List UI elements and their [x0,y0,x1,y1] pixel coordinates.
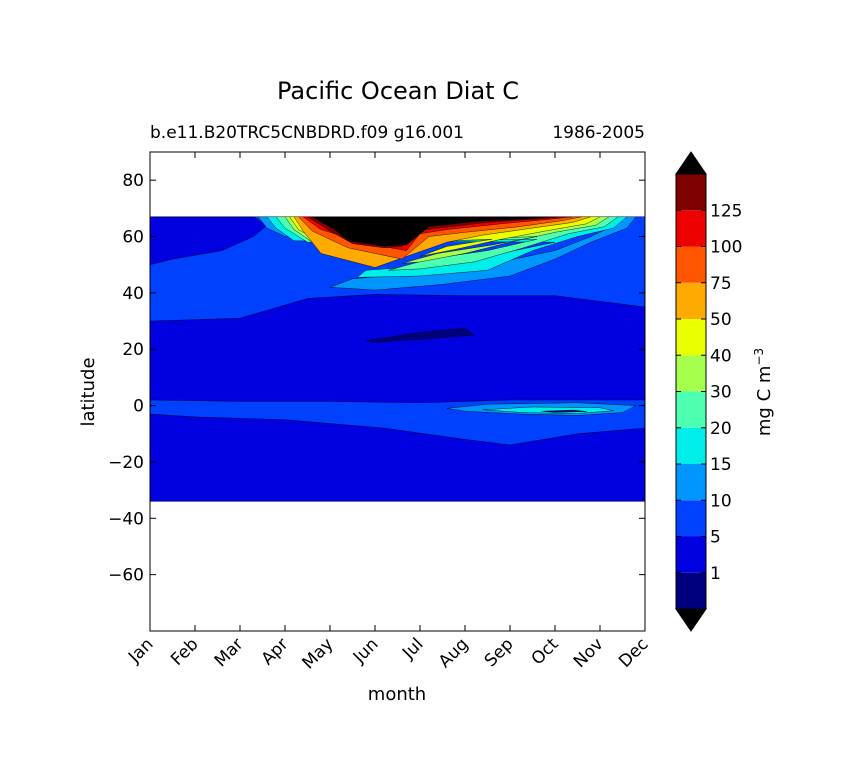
plot-frame [149,151,646,632]
x-tick-label: Nov [570,634,608,672]
x-tick-label: Feb [167,634,202,669]
colorbar-segment [676,319,706,356]
y-axis-label: latitude [78,357,99,426]
y-tick-label: 0 [133,397,144,417]
colorbar-tick-label: 100 [710,238,742,258]
colorbar-segment [676,210,706,247]
colorbar-tick-label: 5 [710,528,721,548]
x-tick-label: Jul [398,634,427,663]
x-tick-label: Sep [481,634,518,671]
x-tick-label: Dec [615,634,652,671]
plot-area [149,151,646,632]
y-tick-label: 60 [122,228,144,248]
x-tick-label: Aug [435,634,473,672]
colorbar-segment [676,536,706,573]
colorbar-tick-label: 20 [710,419,732,439]
colorbar-tick-label: 40 [710,346,732,366]
y-tick-label: 20 [122,340,144,360]
y-tick-label: −20 [108,453,144,473]
colorbar-segment [676,355,706,392]
colorbar-tick-label: 1 [710,564,721,584]
colorbar-segment [676,174,706,211]
y-tick-label: −40 [108,509,144,529]
x-tick-label: Jun [349,634,383,668]
contour-band-over-north [311,216,556,247]
colorbar-segment [676,282,706,319]
x-tick-label: Apr [258,634,293,669]
y-tick-label: 40 [122,284,144,304]
y-tick-label: 80 [122,171,144,191]
colorbar-tick-label: 125 [710,201,742,221]
chart-subtitle-right: 1986-2005 [552,123,645,143]
colorbar-tick-label: 10 [710,491,732,511]
contour-band-15-20-equator [482,406,614,414]
chart-title: Pacific Ocean Diat C [277,77,519,105]
colorbar-tick-label: 15 [710,455,732,475]
x-tick-label: Mar [211,634,248,671]
colorbar-segment [676,427,706,464]
x-tick-label: Oct [528,634,563,669]
x-tick-label: May [299,634,338,673]
colorbar-tick-label: 50 [710,310,732,330]
contour-field [149,216,646,502]
colorbar-tick-label: 75 [710,274,732,294]
x-tick-label: Jan [124,634,157,667]
colorbar-label: mg C m−3 [752,348,775,436]
x-axis-label: month [368,684,426,705]
colorbar-segment [676,572,706,609]
colorbar-segment [676,391,706,428]
y-axis: 80 60 40 20 0 −20 −40 −60 [108,171,645,586]
colorbar-label-unit: mg C m [754,366,775,437]
colorbar-segment [676,246,706,283]
colorbar-segment [676,500,706,537]
colorbar-label-exponent: −3 [752,348,766,366]
contour-band-lt1-equator [541,409,587,413]
y-tick-label: −60 [108,566,144,586]
chart-subtitle-left: b.e11.B20TRC5CNBDRD.f09 g16.001 [150,123,464,143]
colorbar-extend-min [675,608,707,632]
contour-band-lt1-subtropics [365,327,475,343]
colorbar-tick-label: 30 [710,383,732,403]
colorbar-segment [676,464,706,501]
colorbar-extend-max [675,151,707,175]
